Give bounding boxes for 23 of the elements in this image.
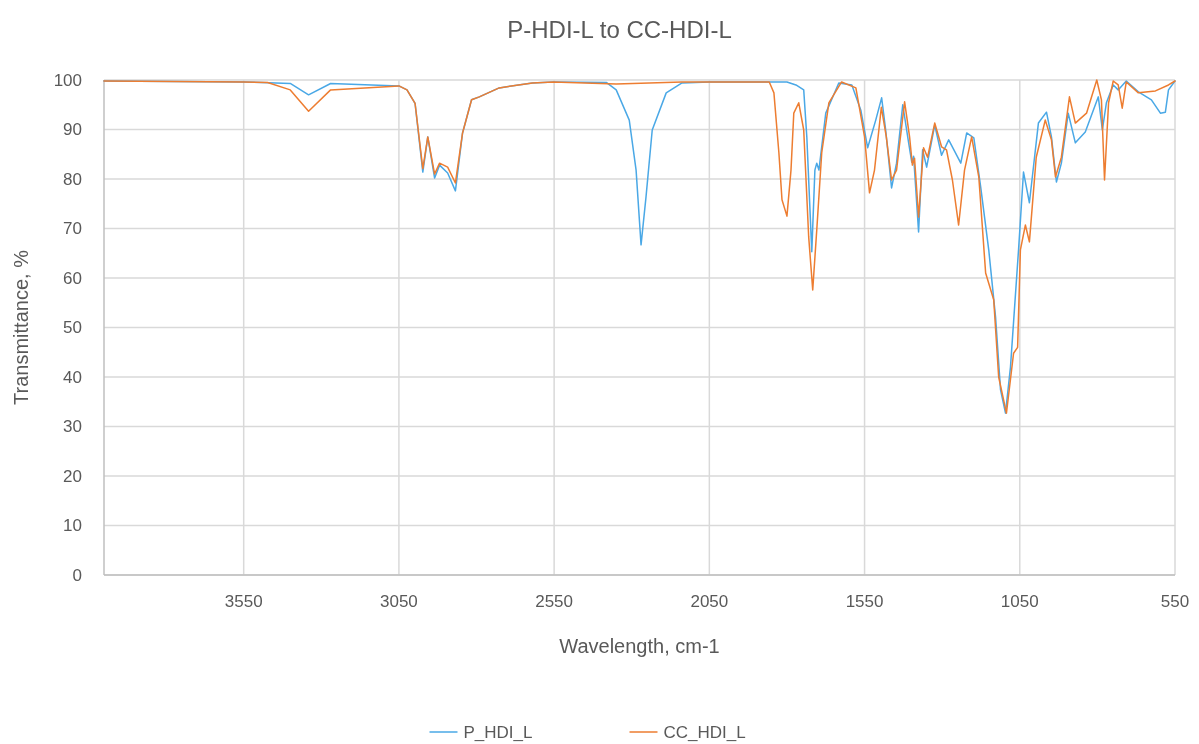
y-tick-label: 0 [72,565,82,585]
y-axis-title: Transmittance, % [10,249,32,405]
y-tick-label: 50 [63,318,82,338]
x-tick-label: 2550 [535,592,574,611]
y-tick-label: 40 [63,367,82,387]
x-tick-label: 3050 [380,592,418,611]
chart-title: P-HDI-L to CC-HDI-L [507,16,732,43]
y-tick-label: 100 [53,70,82,90]
x-tick-label: 2050 [690,592,729,611]
y-tick-label: 90 [63,120,82,140]
legend-label: P_HDI_L [463,722,533,742]
x-tick-label: 1550 [845,592,884,611]
x-tick-label: 550 [1160,592,1190,611]
y-tick-label: 60 [63,268,82,288]
y-tick-label: 20 [63,466,82,486]
y-tick-label: 70 [63,219,82,239]
x-tick-label: 3550 [224,592,263,611]
x-tick-label: 1050 [1000,592,1039,611]
x-axis-title: Wavelength, cm-1 [559,635,720,657]
legend-label: CC_HDI_L [663,722,746,742]
y-tick-label: 80 [63,169,82,189]
y-tick-label: 10 [63,516,82,536]
y-tick-label: 30 [63,417,82,437]
